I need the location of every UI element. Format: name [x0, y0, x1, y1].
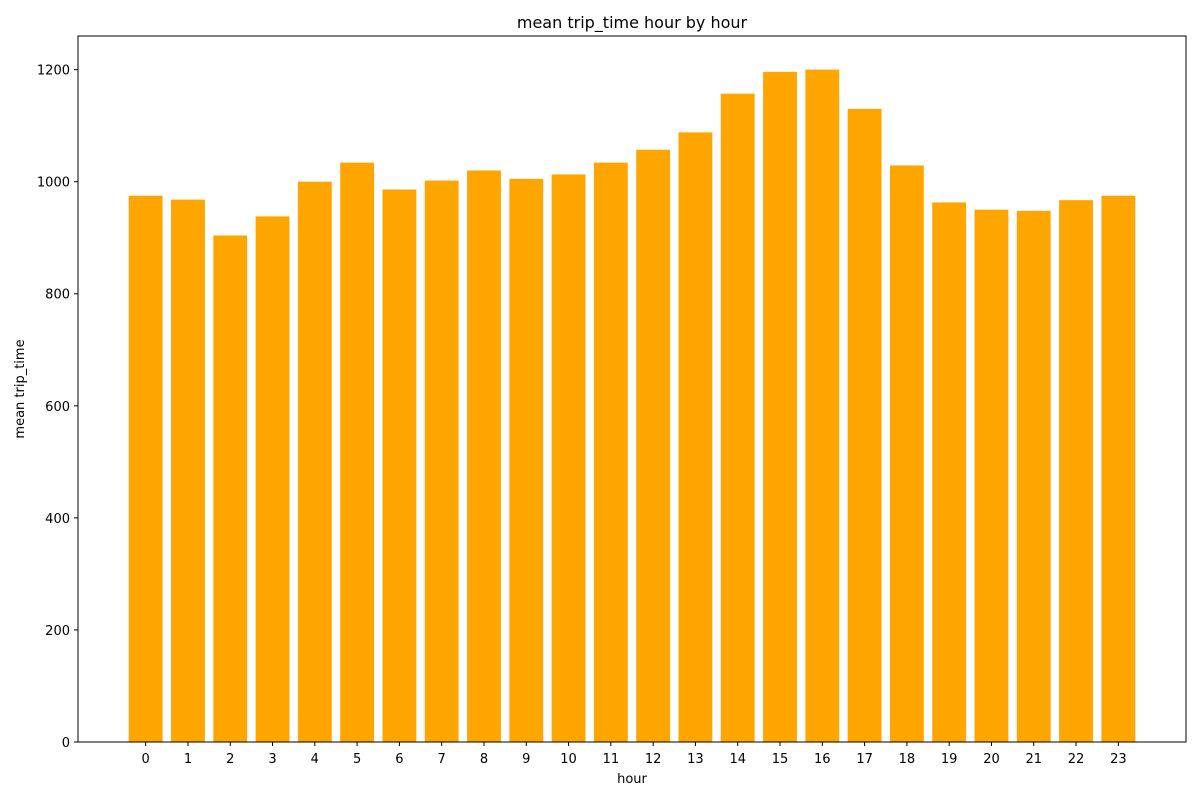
bar-hour-9 [509, 178, 544, 742]
y-tick-label: 0 [62, 736, 70, 751]
bar-hour-12 [636, 149, 671, 743]
bar-hour-20 [974, 209, 1009, 742]
y-tick-label: 200 [45, 624, 70, 639]
x-tick-label: 5 [353, 752, 361, 767]
y-tick-label: 1000 [37, 176, 70, 191]
x-axis-label: hour [617, 772, 647, 787]
y-axis-label: mean trip_time [13, 339, 28, 438]
x-tick-label: 19 [941, 752, 958, 767]
x-tick-label: 0 [142, 752, 150, 767]
bar-hour-6 [382, 189, 417, 742]
x-tick-label: 21 [1025, 752, 1042, 767]
bar-hour-21 [1016, 210, 1051, 742]
bar-hour-18 [889, 165, 924, 742]
x-tick-label: 8 [480, 752, 488, 767]
bar-hour-4 [297, 181, 332, 742]
y-tick-label: 1200 [37, 64, 70, 79]
x-tick-label: 20 [983, 752, 1000, 767]
x-tick-label: 11 [603, 752, 620, 767]
bar-hour-14 [720, 93, 755, 742]
x-tick-label: 4 [311, 752, 319, 767]
bar-hour-10 [551, 174, 586, 742]
x-tick-label: 9 [522, 752, 530, 767]
x-tick-label: 2 [226, 752, 234, 767]
x-tick-label: 14 [729, 752, 746, 767]
x-tick-label: 13 [687, 752, 704, 767]
x-tick-label: 23 [1110, 752, 1127, 767]
bar-hour-0 [128, 195, 163, 742]
bar-hour-19 [932, 202, 967, 742]
bar-hour-8 [467, 170, 501, 743]
bar-hour-16 [805, 69, 840, 743]
bars-group [128, 69, 1136, 743]
x-tick-label: 7 [438, 752, 446, 767]
y-tick-label: 600 [45, 400, 70, 415]
y-tick-label: 400 [45, 512, 70, 527]
bar-hour-23 [1101, 195, 1136, 742]
x-tick-label: 22 [1068, 752, 1085, 767]
bar-hour-11 [593, 162, 628, 742]
y-tick-label: 800 [45, 288, 70, 303]
bar-hour-1 [171, 199, 205, 743]
x-tick-label: 3 [268, 752, 276, 767]
bar-hour-5 [340, 162, 375, 742]
plot-frame [77, 35, 1187, 743]
x-tick-label: 6 [395, 752, 403, 767]
bar-hour-17 [847, 108, 882, 743]
bar-hour-7 [424, 180, 459, 742]
bar-hour-13 [678, 132, 713, 742]
x-tick-label: 1 [184, 752, 192, 767]
x-ticks-group: 0 1 2 3 4 5 6 7 8 9 10 11 12 13 14 15 16 17 18 19 20 21 22 23 [142, 742, 1127, 767]
x-tick-label: 15 [772, 752, 789, 767]
x-tick-label: 10 [560, 752, 577, 767]
bar-hour-3 [255, 216, 290, 743]
bar-hour-22 [1059, 200, 1093, 743]
x-tick-label: 16 [814, 752, 831, 767]
x-tick-label: 17 [856, 752, 873, 767]
x-tick-label: 18 [899, 752, 916, 767]
bar-hour-2 [213, 235, 248, 742]
y-ticks-group: 0 200 400 600 800 1000 1200 [37, 64, 78, 751]
bar-hour-15 [763, 71, 797, 743]
chart-title: mean trip_time hour by hour [517, 13, 748, 33]
x-tick-label: 12 [645, 752, 662, 767]
